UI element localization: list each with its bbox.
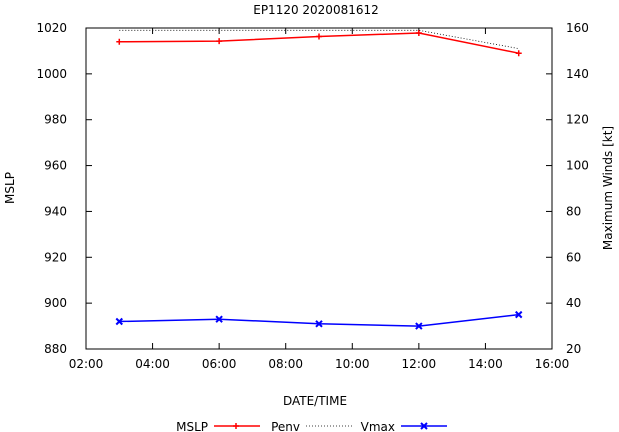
x-tick-label: 02:00	[69, 357, 104, 371]
data-point-mslp	[415, 30, 422, 37]
y-right-tick-label: 100	[566, 159, 589, 173]
x-tick-label: 12:00	[402, 357, 437, 371]
y-right-tick-label: 160	[566, 21, 589, 35]
y-right-tick-label: 20	[566, 342, 581, 356]
y-axis-left-label: MSLP	[3, 172, 17, 204]
data-point-vmax	[415, 322, 423, 330]
x-axis: 02:00 04:00 06:00 08:00 10:00 12:00 14:00 16:00	[69, 28, 570, 371]
legend-marker-vmax	[420, 422, 428, 430]
y-right-tick-label: 80	[566, 204, 581, 218]
legend-label-penv: Penv	[271, 420, 300, 432]
data-point-mslp	[316, 33, 322, 40]
x-tick-label: 10:00	[335, 357, 370, 371]
legend-entry-penv: Penv	[271, 420, 352, 432]
x-tick-label: 04:00	[135, 357, 170, 371]
series-line-penv	[119, 29, 519, 49]
plot-frame	[85, 27, 553, 350]
series-layer	[115, 29, 523, 330]
data-point-mslp	[116, 38, 123, 45]
data-point-vmax	[215, 315, 223, 323]
y-left-tick-label: 1000	[36, 67, 67, 81]
y-left-tick-label: 880	[44, 342, 67, 356]
legend: MSLP Penv Vmax	[176, 420, 447, 432]
y-left-tick-label: 920	[44, 250, 67, 264]
y-axis-right-label: Maximum Winds [kt]	[601, 126, 615, 250]
y-right-tick-label: 120	[566, 113, 589, 127]
y-left-tick-label: 960	[44, 159, 67, 173]
chart-title: EP1120 2020081612	[253, 3, 379, 17]
y-axis-left: 880 900 920 940 960 980 1000 1020	[36, 21, 92, 356]
y-left-tick-label: 980	[44, 113, 67, 127]
data-point-mslp	[216, 38, 223, 45]
data-point-mslp	[515, 50, 522, 57]
x-tick-label: 16:00	[535, 357, 570, 371]
y-left-tick-label: 1020	[36, 21, 67, 35]
x-tick-label: 06:00	[202, 357, 237, 371]
legend-label-vmax: Vmax	[361, 420, 395, 432]
plot-area: 02:00 04:00 06:00 08:00 10:00 12:00 14:00 16:00…	[36, 21, 588, 371]
legend-entry-vmax: Vmax	[361, 420, 447, 432]
y-left-tick-label: 900	[44, 296, 67, 310]
y-right-tick-label: 140	[566, 67, 589, 81]
legend-label-mslp: MSLP	[176, 420, 208, 432]
y-left-tick-label: 940	[44, 204, 67, 218]
x-tick-label: 08:00	[268, 357, 303, 371]
x-axis-label: DATE/TIME	[283, 394, 347, 408]
x-tick-label: 14:00	[468, 357, 503, 371]
y-right-tick-label: 60	[566, 250, 581, 264]
data-point-vmax	[315, 320, 323, 328]
data-point-vmax	[115, 317, 123, 326]
data-point-vmax	[515, 310, 523, 319]
legend-entry-mslp: MSLP	[176, 420, 260, 432]
y-axis-right: 20 40 60 80 100 120 140 160	[546, 21, 589, 356]
legend-marker-mslp	[233, 423, 239, 429]
y-right-tick-label: 40	[566, 296, 581, 310]
